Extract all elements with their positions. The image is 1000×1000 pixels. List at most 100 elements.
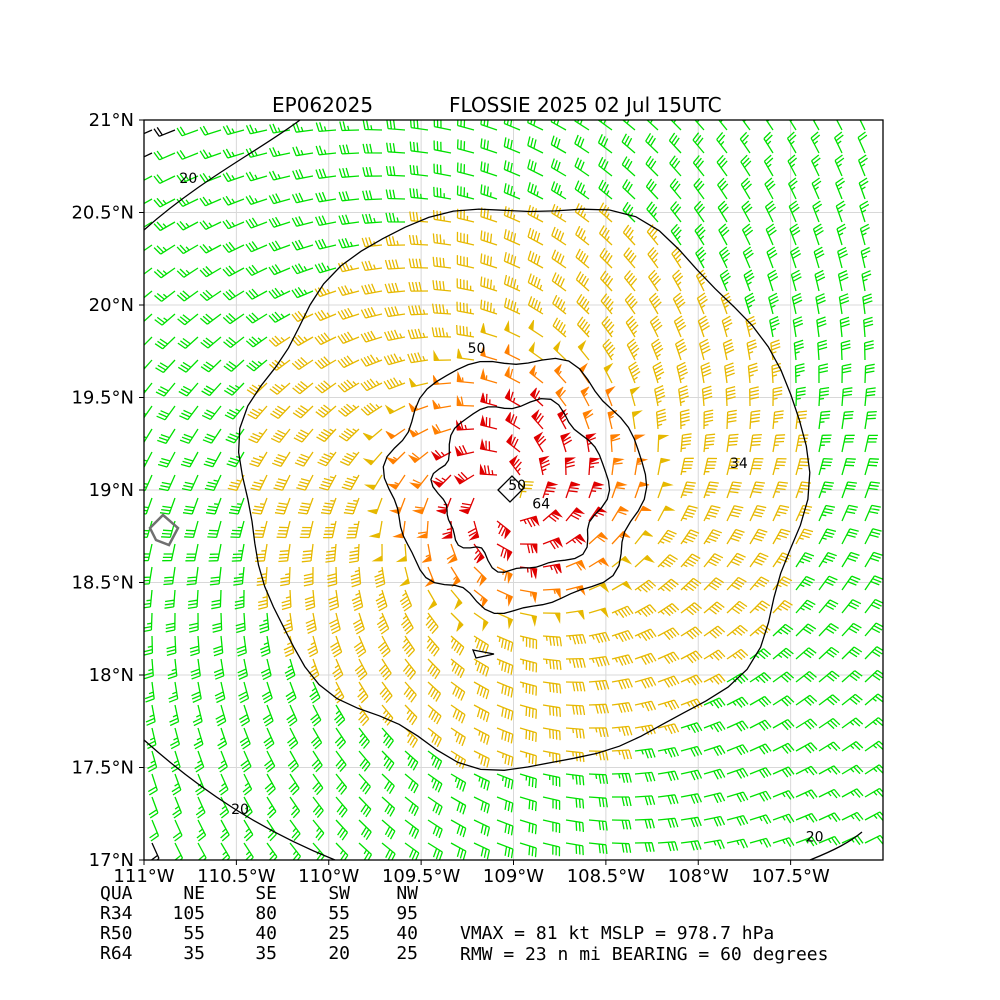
wind-barb: [149, 819, 160, 842]
wind-barb: [749, 767, 772, 779]
wind-barb: [299, 520, 314, 539]
wind-barb: [320, 497, 337, 515]
wind-barb: [282, 612, 294, 634]
wind-barb: [202, 428, 222, 444]
wind-barb: [611, 654, 634, 666]
wind-barb: [176, 126, 199, 137]
wind-barb-flag: [620, 555, 633, 565]
wind-barb: [565, 819, 585, 832]
wind-barb: [273, 474, 291, 491]
wind-barb: [268, 193, 291, 205]
table-cell: 95: [396, 903, 418, 924]
wind-barb: [839, 316, 850, 338]
wind-barb: [864, 551, 883, 568]
wind-barb: [261, 681, 273, 704]
wind-barb: [286, 704, 298, 727]
wind-barb: [343, 497, 360, 515]
wind-barb: [169, 704, 180, 727]
wind-barb: [864, 693, 883, 706]
wind-barb: [764, 200, 777, 223]
wind-barb: [703, 768, 726, 780]
wind-barb: [407, 328, 429, 340]
wind-barb: [680, 816, 702, 828]
wind-barb: [703, 673, 726, 685]
wind-barb: [841, 835, 864, 846]
wind-barb-flag: [480, 344, 487, 358]
wind-barb: [269, 147, 291, 158]
wind-barb: [144, 451, 153, 468]
wind-barb: [680, 602, 703, 616]
wind-barb: [264, 773, 276, 796]
wind-barb: [199, 243, 222, 254]
wind-barb: [503, 229, 521, 246]
wind-barb-flag: [447, 554, 458, 565]
wind-barb: [503, 120, 521, 131]
wind-barb: [864, 834, 883, 845]
wind-barb: [246, 382, 268, 396]
wind-barb-flag: [529, 365, 536, 377]
wind-barb: [480, 253, 498, 269]
wind-barb: [749, 814, 772, 825]
wind-barb: [381, 796, 396, 817]
wind-barb: [243, 819, 254, 842]
wind-barb: [189, 635, 200, 657]
wind-barb: [204, 474, 222, 492]
y-tick-label: 19°N: [89, 480, 134, 501]
wind-barb-flag: [560, 432, 571, 442]
wind-barb: [383, 353, 406, 366]
contour-label: 64: [532, 497, 550, 513]
wind-barb: [292, 405, 314, 419]
wind-barb: [575, 271, 590, 292]
wind-barb: [763, 154, 774, 177]
x-tick-label: 108°W: [668, 866, 729, 887]
wind-barb: [357, 681, 369, 704]
wind-barb-flag: [480, 414, 486, 427]
wind-barb: [268, 264, 291, 276]
wind-barb: [818, 551, 837, 568]
wind-barb: [749, 528, 768, 545]
table-header: NW: [396, 883, 418, 904]
wind-barb: [565, 634, 587, 645]
wind-barb: [795, 765, 818, 776]
table-cell: 35: [183, 943, 205, 964]
wind-barb-flag: [441, 532, 453, 539]
wind-barb: [230, 520, 245, 539]
wind-barb: [575, 225, 590, 246]
wind-barb: [811, 177, 822, 200]
wind-barb-flag: [479, 574, 487, 587]
wind-barb-flag: [422, 555, 432, 563]
wind-barb-flag: [480, 368, 487, 381]
wind-barb: [680, 481, 696, 499]
wind-barb: [287, 727, 299, 750]
wind-barb: [741, 200, 753, 223]
wind-barb: [600, 293, 614, 315]
wind-barb: [408, 234, 429, 246]
wind-barb: [314, 309, 337, 322]
wind-barb: [810, 131, 821, 154]
wind-barb: [291, 357, 314, 371]
wind-barb: [703, 553, 724, 568]
wind-barb-flag: [632, 410, 643, 418]
wind-barb: [268, 359, 291, 371]
wind-barb: [176, 197, 199, 207]
wind-barb: [266, 819, 277, 842]
wind-barb: [228, 497, 245, 515]
wind-barb: [297, 497, 314, 515]
wind-barb: [404, 704, 418, 726]
wind-barb: [168, 681, 179, 703]
contour-label: 50: [508, 478, 526, 494]
wind-barb: [527, 227, 544, 246]
wind-barb: [703, 792, 726, 804]
wind-barb: [716, 131, 728, 154]
wind-barb-flag: [592, 481, 605, 488]
wind-barb: [245, 264, 268, 276]
y-tick-label: 19.5°N: [71, 388, 134, 409]
wind-barb: [611, 819, 632, 830]
wind-barb-flag: [407, 427, 419, 438]
wind-barb: [634, 795, 656, 806]
wind-barb: [772, 766, 795, 778]
wind-barb: [745, 315, 757, 338]
wind-barb: [164, 589, 176, 609]
wind-barb: [288, 773, 300, 796]
wind-barb-flag: [531, 408, 540, 421]
